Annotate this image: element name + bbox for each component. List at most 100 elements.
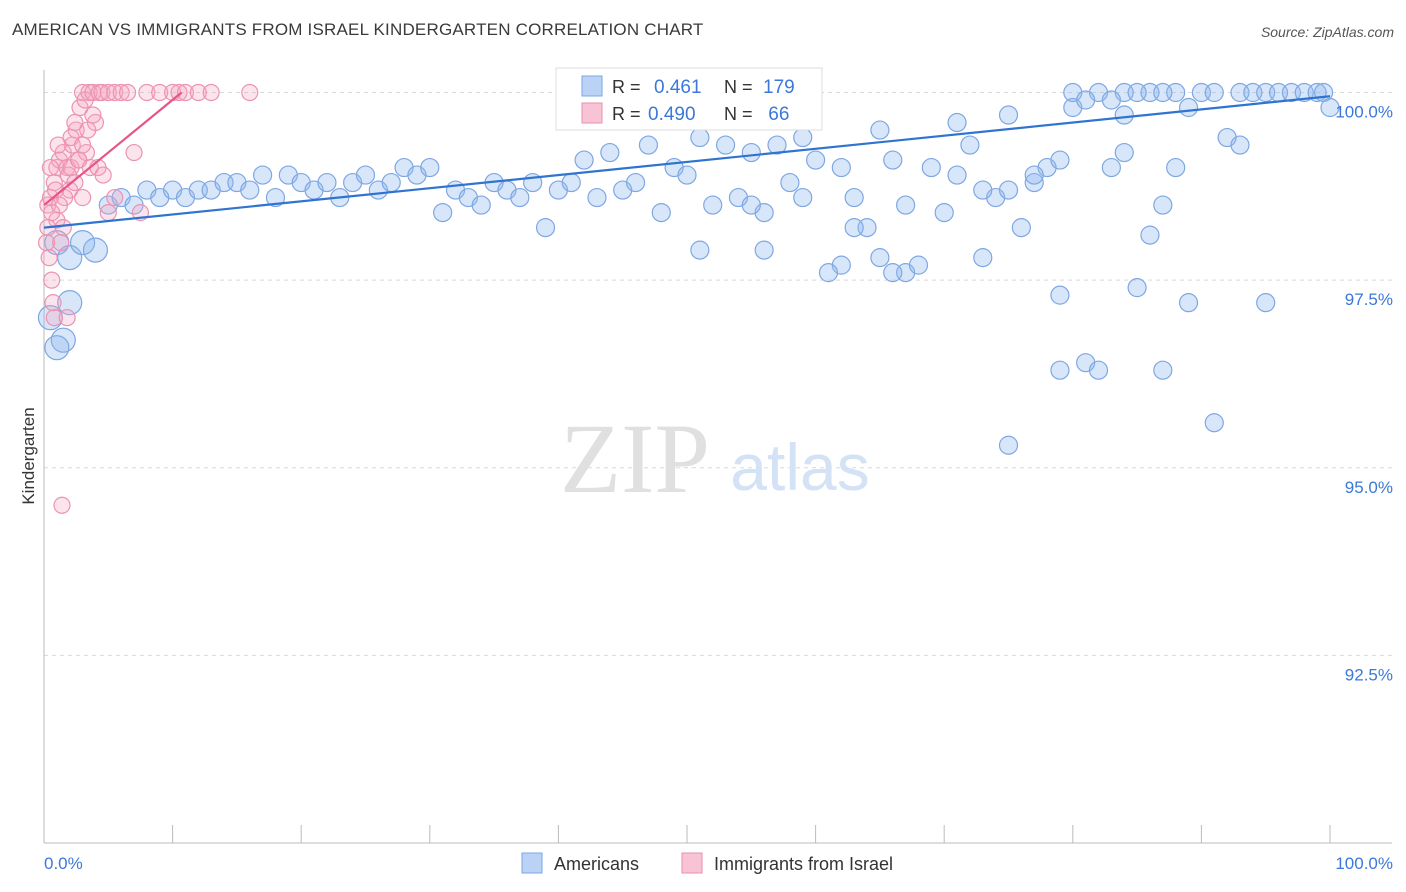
point-american bbox=[574, 150, 594, 170]
point-american bbox=[793, 127, 813, 148]
point-american bbox=[960, 135, 980, 155]
point-american bbox=[561, 172, 581, 193]
point-american bbox=[1024, 165, 1044, 185]
point-american bbox=[433, 202, 453, 223]
y-tick-label: 100.0% bbox=[1335, 103, 1393, 122]
point-american bbox=[510, 187, 530, 208]
stats-swatch-americans bbox=[581, 75, 603, 97]
legend-swatch-americans bbox=[521, 852, 543, 874]
trendline-israel bbox=[43, 91, 183, 206]
point-american bbox=[998, 435, 1019, 455]
point-american bbox=[741, 142, 761, 163]
point-american bbox=[883, 150, 903, 170]
legend-label-israel: Immigrants from Israel bbox=[714, 854, 893, 874]
legend-swatch-israel bbox=[681, 852, 703, 874]
point-israel bbox=[45, 309, 63, 327]
point-american bbox=[69, 230, 96, 256]
point-israel bbox=[106, 83, 124, 102]
point-israel bbox=[70, 151, 88, 169]
point-israel bbox=[66, 113, 84, 132]
point-israel bbox=[176, 83, 195, 102]
point-american bbox=[44, 335, 70, 361]
point-israel bbox=[73, 136, 92, 154]
point-american bbox=[600, 142, 620, 163]
point-american bbox=[253, 165, 273, 185]
point-american bbox=[57, 290, 83, 316]
point-american bbox=[1050, 360, 1070, 380]
point-american bbox=[1127, 278, 1147, 298]
point-american bbox=[947, 112, 967, 133]
point-israel bbox=[44, 294, 62, 312]
point-american bbox=[998, 105, 1019, 125]
point-american bbox=[1050, 285, 1070, 305]
point-american bbox=[934, 202, 954, 223]
point-american bbox=[1114, 105, 1134, 125]
stats-n-label-americans: N = bbox=[724, 77, 758, 97]
trendline-americans bbox=[43, 95, 1331, 229]
points-layer bbox=[37, 82, 1340, 514]
point-israel bbox=[40, 249, 58, 267]
trend-layer bbox=[43, 91, 1331, 229]
legend-label-americans: Americans bbox=[554, 854, 639, 874]
point-american bbox=[1204, 82, 1224, 103]
y-axis-title: Kindergarten bbox=[19, 407, 38, 504]
stats-n-value-israel: 66 bbox=[763, 104, 789, 125]
point-american bbox=[998, 180, 1019, 200]
watermark-atlas: atlas bbox=[730, 430, 869, 504]
point-american bbox=[1050, 150, 1070, 170]
x-tick-label: 100.0% bbox=[1335, 854, 1393, 873]
point-israel bbox=[66, 173, 84, 192]
point-israel bbox=[54, 219, 72, 237]
point-american bbox=[240, 180, 260, 200]
point-israel bbox=[202, 83, 220, 102]
point-american bbox=[1230, 135, 1250, 155]
stats-r-label-israel: R = bbox=[612, 104, 646, 124]
point-american bbox=[1140, 225, 1160, 245]
stats-swatch-israel bbox=[581, 102, 603, 124]
point-american bbox=[818, 263, 839, 283]
point-american bbox=[883, 263, 903, 283]
point-israel bbox=[125, 143, 143, 162]
point-american bbox=[1088, 360, 1109, 380]
point-american bbox=[973, 248, 993, 268]
point-american bbox=[317, 172, 337, 193]
y-tick-label: 95.0% bbox=[1345, 478, 1393, 497]
point-american bbox=[651, 202, 671, 223]
point-american bbox=[1127, 82, 1147, 103]
point-american bbox=[638, 135, 659, 155]
point-american bbox=[831, 157, 851, 178]
stats-r-value-israel: 0.490 bbox=[648, 104, 696, 125]
point-israel bbox=[50, 196, 69, 214]
stats-r-label-americans: R = bbox=[612, 77, 646, 97]
point-american bbox=[1101, 90, 1121, 110]
x-tick-label: 0.0% bbox=[44, 854, 83, 873]
point-american bbox=[1076, 90, 1096, 110]
point-american bbox=[677, 165, 697, 185]
point-american bbox=[535, 218, 556, 238]
point-american bbox=[381, 172, 401, 193]
stats-r-value-americans: 0.461 bbox=[654, 77, 702, 98]
source-label: Source: ZipAtlas.com bbox=[1260, 24, 1394, 40]
point-american bbox=[844, 187, 864, 208]
point-israel bbox=[118, 83, 137, 102]
point-american bbox=[420, 157, 440, 178]
point-american bbox=[1153, 360, 1173, 380]
point-israel bbox=[151, 83, 169, 102]
point-american bbox=[1320, 97, 1340, 118]
point-israel bbox=[93, 83, 111, 102]
point-american bbox=[715, 135, 736, 155]
y-tick-label: 97.5% bbox=[1345, 290, 1393, 309]
stats-legend: R = 0.461 N = 179 R = 0.490 N = 66 bbox=[555, 67, 823, 131]
point-israel bbox=[73, 188, 92, 207]
point-israel bbox=[189, 83, 207, 102]
labels-layer: 100.0% 97.5% 95.0% 92.5% 0.0% 100.0% Kindergar… bbox=[19, 103, 1393, 873]
point-american bbox=[870, 248, 890, 268]
point-israel bbox=[84, 106, 102, 124]
point-american bbox=[973, 180, 993, 200]
point-israel bbox=[106, 188, 124, 207]
point-american bbox=[1114, 142, 1134, 163]
point-israel bbox=[79, 121, 97, 139]
point-american bbox=[82, 237, 109, 263]
watermark: ZIP atlas bbox=[560, 403, 870, 514]
